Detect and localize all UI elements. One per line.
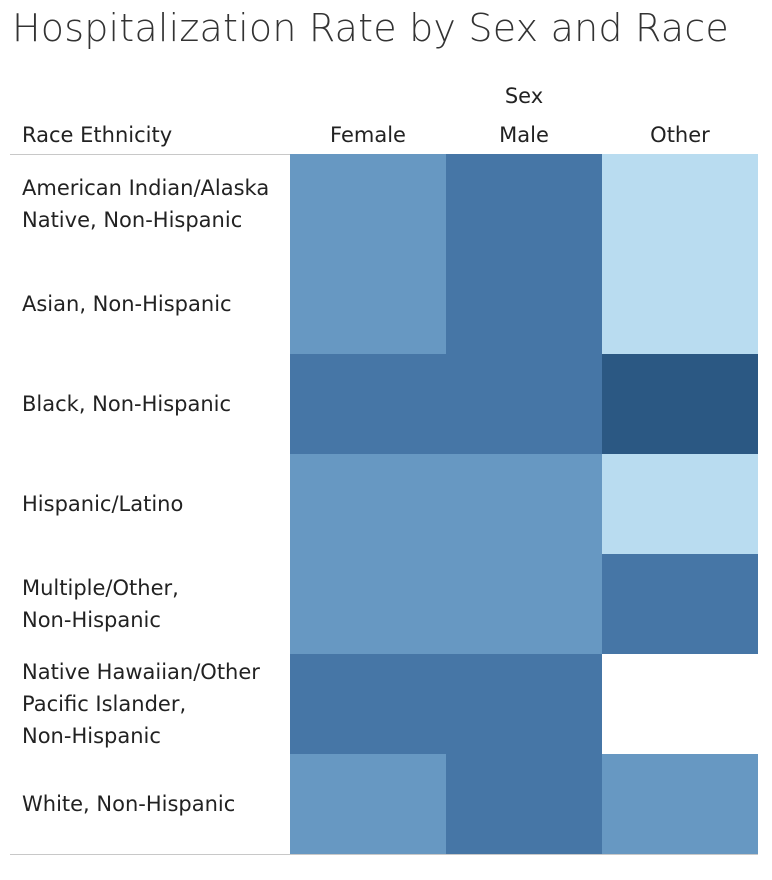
row-label: Asian, Non-Hispanic xyxy=(22,292,232,316)
heatmap-cell-female-row-7[interactable] xyxy=(290,754,446,854)
heatmap-cell-female-row-4[interactable] xyxy=(290,454,446,554)
heatmap-cell-male-row-1[interactable] xyxy=(446,154,602,254)
heatmap-cell-male-row-6[interactable] xyxy=(446,654,602,754)
heatmap-cell-other-row-1[interactable] xyxy=(602,154,758,254)
row-label: Multiple/Other, Non-Hispanic xyxy=(22,576,179,632)
heatmap-cell-male-row-7[interactable] xyxy=(446,754,602,854)
heatmap-cell-other-row-7[interactable] xyxy=(602,754,758,854)
heatmap-cell-female-row-1[interactable] xyxy=(290,154,446,254)
footer-rule xyxy=(10,854,758,855)
heatmap-cell-other-row-5[interactable] xyxy=(602,554,758,654)
chart-title: Hospitalization Rate by Sex and Race xyxy=(12,6,729,50)
column-header-other: Other xyxy=(650,123,710,147)
heatmap-cell-male-row-4[interactable] xyxy=(446,454,602,554)
heatmap-cell-male-row-5[interactable] xyxy=(446,554,602,654)
heatmap-cell-other-row-3[interactable] xyxy=(602,354,758,454)
heatmap-cell-other-row-2[interactable] xyxy=(602,254,758,354)
row-dimension-label: Race Ethnicity xyxy=(22,123,173,147)
row-label: Hispanic/Latino xyxy=(22,492,184,516)
heatmap-cell-female-row-5[interactable] xyxy=(290,554,446,654)
heatmap-cell-other-row-4[interactable] xyxy=(602,454,758,554)
row-label: Black, Non-Hispanic xyxy=(22,392,232,416)
column-header-male: Male xyxy=(499,123,549,147)
heatmap-cell-male-row-3[interactable] xyxy=(446,354,602,454)
row-label: White, Non-Hispanic xyxy=(22,792,236,816)
heatmap-cell-male-row-2[interactable] xyxy=(446,254,602,354)
row-label: Native Hawaiian/Other Pacific Islander, … xyxy=(22,660,260,748)
column-dimension-label: Sex xyxy=(504,84,544,108)
heatmap-cell-female-row-3[interactable] xyxy=(290,354,446,454)
heatmap-cell-female-row-2[interactable] xyxy=(290,254,446,354)
column-header-female: Female xyxy=(330,123,406,147)
heatmap-cell-female-row-6[interactable] xyxy=(290,654,446,754)
row-label: American Indian/Alaska Native, Non-Hispa… xyxy=(22,176,270,232)
